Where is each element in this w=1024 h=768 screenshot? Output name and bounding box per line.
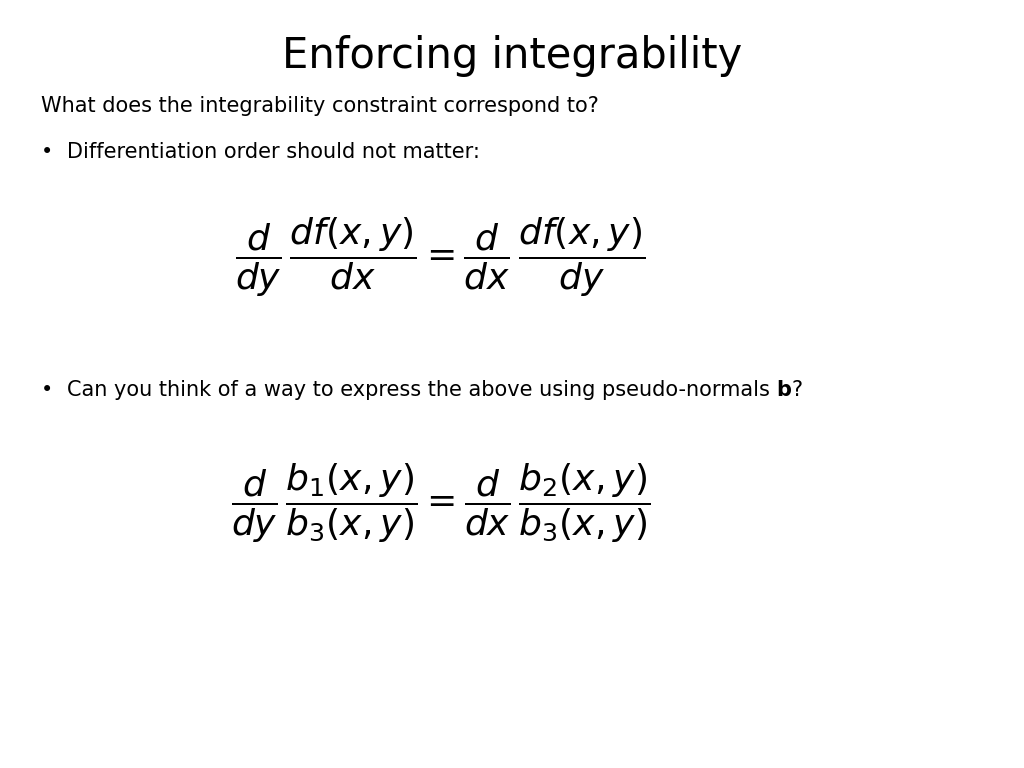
Text: •: • — [41, 142, 53, 162]
Text: $\dfrac{d}{dy}\,\dfrac{b_1(x,y)}{b_3(x,y)} = \dfrac{d}{dx}\,\dfrac{b_2(x,y)}{b_3: $\dfrac{d}{dy}\,\dfrac{b_1(x,y)}{b_3(x,y… — [230, 462, 650, 545]
Text: Can you think of a way to express the above using pseudo-normals: Can you think of a way to express the ab… — [67, 380, 776, 400]
Text: ?: ? — [792, 380, 802, 400]
Text: $\dfrac{d}{dy}\,\dfrac{df(x,y)}{dx} = \dfrac{d}{dx}\,\dfrac{df(x,y)}{dy}$: $\dfrac{d}{dy}\,\dfrac{df(x,y)}{dx} = \d… — [236, 216, 645, 299]
Text: •: • — [41, 380, 53, 400]
Text: What does the integrability constraint correspond to?: What does the integrability constraint c… — [41, 96, 599, 116]
Text: b: b — [776, 380, 792, 400]
Text: Enforcing integrability: Enforcing integrability — [282, 35, 742, 77]
Text: Differentiation order should not matter:: Differentiation order should not matter: — [67, 142, 479, 162]
